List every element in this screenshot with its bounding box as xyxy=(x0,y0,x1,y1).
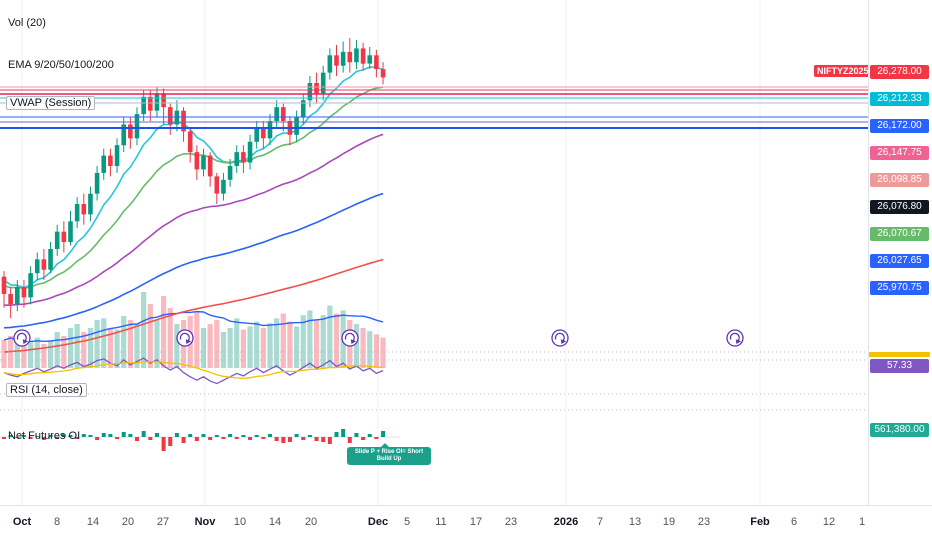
price-scale[interactable]: INR xyxy=(868,0,932,550)
symbol-price-tag: NIFTYZ2025 xyxy=(814,65,872,77)
replay-marker-icon[interactable] xyxy=(176,329,194,347)
ema-200-line xyxy=(3,258,384,353)
time-axis-label: 20 xyxy=(304,516,318,528)
volume-bars xyxy=(1,292,386,368)
time-axis-label: 17 xyxy=(469,516,483,528)
time-axis-label: 8 xyxy=(53,516,61,528)
time-axis-label: 14 xyxy=(86,516,100,528)
time-axis-label: Oct xyxy=(12,516,32,528)
replay-marker-icon[interactable] xyxy=(341,329,359,347)
oi-bars xyxy=(2,429,386,451)
time-axis-label: 10 xyxy=(233,516,247,528)
vwap-legend[interactable]: VWAP (Session) xyxy=(6,96,96,110)
gridlines xyxy=(21,0,761,505)
price-scale-label: 561,380.00 xyxy=(870,423,929,437)
time-axis-label: 14 xyxy=(268,516,282,528)
time-axis-label: 5 xyxy=(403,516,411,528)
ema-legend[interactable]: EMA 9/20/50/100/200 xyxy=(8,59,114,71)
badge-pointer xyxy=(381,443,389,447)
price-scale-label: 26,070.67 xyxy=(870,227,929,241)
price-scale-label: 25,970.75 xyxy=(870,281,929,295)
time-axis-label: 19 xyxy=(662,516,676,528)
time-axis-label: Feb xyxy=(750,516,770,528)
time-axis-label: 23 xyxy=(504,516,518,528)
oi-annotation-badge[interactable]: Slide P + Rise OI= Short Build Up xyxy=(347,443,431,466)
ema-9-line xyxy=(3,66,384,289)
rsi-line xyxy=(3,357,384,385)
ema-50-line xyxy=(4,133,384,307)
ema-20-line xyxy=(3,86,384,290)
price-scale-label: 26,172.00 xyxy=(870,119,929,133)
rsi-ma-line xyxy=(3,361,384,379)
time-axis-label: 2026 xyxy=(553,516,579,528)
price-scale-label: 26,278.00 xyxy=(870,65,929,79)
replay-marker-icon[interactable] xyxy=(551,329,569,347)
price-scale-label: 26,147.75 xyxy=(870,146,929,160)
volume-ma-line xyxy=(3,310,384,343)
time-axis-label: 27 xyxy=(156,516,170,528)
replay-marker-icon[interactable] xyxy=(726,329,744,347)
time-axis-label: Nov xyxy=(194,516,216,528)
time-axis-label: 20 xyxy=(121,516,135,528)
price-scale-label: 26,076.80 xyxy=(870,200,929,214)
price-lines xyxy=(0,86,868,129)
oi-legend[interactable]: Net Futures OI xyxy=(8,430,81,442)
time-axis[interactable]: Oct 8 14 20 27 Nov 10 14 20 Dec 5 11 17 23 2026 7 13 19 23… xyxy=(0,505,932,550)
time-axis-label: 11 xyxy=(435,516,447,528)
time-axis-label: 23 xyxy=(697,516,711,528)
ema-100-line xyxy=(3,192,384,329)
time-axis-label: 1 xyxy=(858,516,866,528)
price-scale-label: 26,098.85 xyxy=(870,173,929,187)
rsi-ma-label-clipped xyxy=(869,352,930,357)
time-axis-label: 6 xyxy=(790,516,798,528)
candlestick-series xyxy=(1,38,386,319)
time-axis-label: Dec xyxy=(367,516,389,528)
price-scale-label: 26,212.33 xyxy=(870,92,929,106)
time-axis-label: 13 xyxy=(628,516,642,528)
rsi-legend[interactable]: RSI (14, close) xyxy=(6,383,87,397)
badge-text: Slide P + Rise OI= Short Build Up xyxy=(354,449,424,463)
price-scale-label: 26,027.65 xyxy=(870,254,929,268)
volume-legend[interactable]: Vol (20) xyxy=(8,17,46,29)
time-axis-label: 7 xyxy=(596,516,604,528)
price-scale-label: 57.33 xyxy=(870,359,929,373)
replay-marker-icon[interactable] xyxy=(13,329,31,347)
time-axis-label: 12 xyxy=(822,516,836,528)
